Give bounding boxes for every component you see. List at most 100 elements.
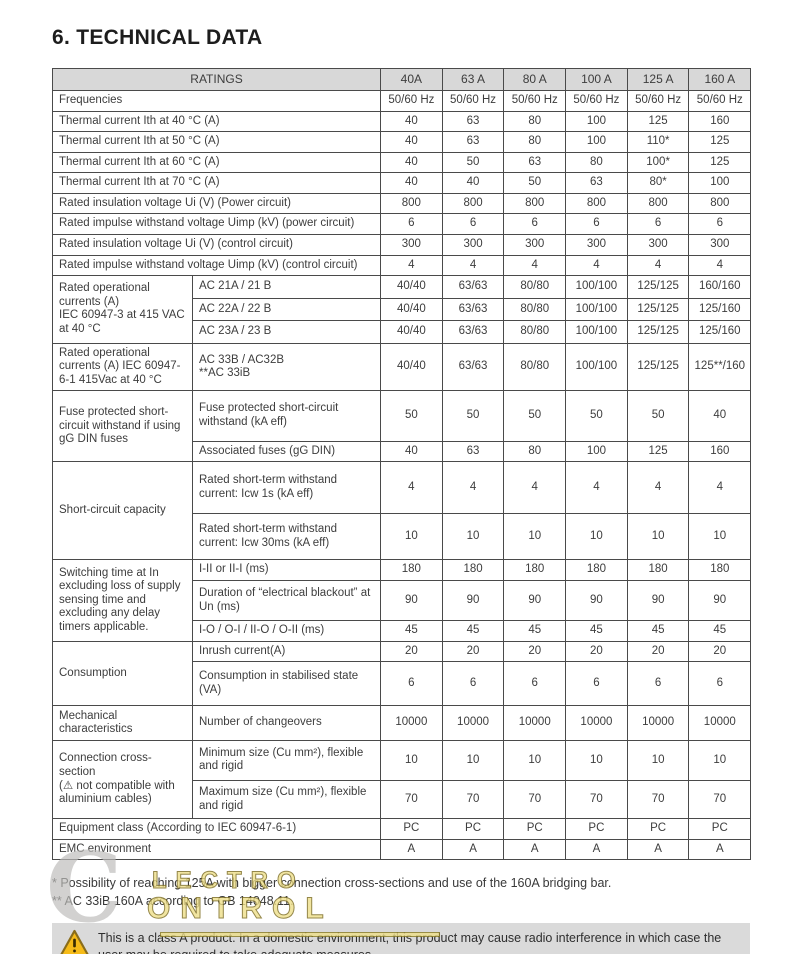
value-cell: 125/125 [626, 320, 690, 344]
table-row: Connection cross-section (⚠ not compatib… [52, 739, 752, 820]
table-row: Fuse protected short-circuit withstand i… [52, 390, 752, 463]
table-row: Thermal current Ith at 40 °C (A) 40 63 80 10… [51, 110, 752, 133]
sub-label-cell: Duration of “electrical blackout” at Un … [191, 579, 382, 622]
value-cell: 80* [626, 172, 690, 194]
value-cell: 90 [380, 579, 443, 622]
value-cell: 4 [380, 254, 443, 277]
warning-text: This is a class A product. In a domestic… [98, 930, 722, 954]
sub-label-cell: AC 23A / 23 B [191, 320, 382, 344]
value-cell: 80 [565, 151, 628, 174]
value-cell: PC [688, 818, 752, 840]
value-cell: 110* [626, 131, 690, 153]
value-cell: 10 [380, 739, 443, 782]
table-row: Thermal current Ith at 60 °C (A) 40 50 63 80… [51, 151, 752, 174]
value-cell: 10000 [441, 705, 505, 741]
value-cell: 100/100 [565, 320, 628, 344]
value-cell: PC [441, 818, 505, 840]
value-cell: 160/160 [688, 275, 752, 299]
value-cell: 45 [626, 620, 690, 642]
value-cell: 40/40 [380, 275, 443, 299]
row-label-cell: Rated insulation voltage Ui (V) (Power c… [51, 192, 382, 215]
sub-label-cell: Maximum size (Cu mm²), flexible and rigi… [191, 779, 382, 820]
value-cell: 800 [503, 192, 567, 215]
value-cell: 10000 [688, 705, 752, 741]
value-cell: 4 [688, 461, 752, 515]
table-row: Rated impulse withstand voltage Uimp (kV… [51, 254, 752, 277]
table-row: Short-circuit capacity Rated short-term w… [52, 461, 752, 561]
row-label-cell: Frequencies [51, 90, 382, 112]
table-header-row: RATINGS 40A 63 A 80 A 100 A 125 A 160 A [51, 68, 752, 91]
value-cell: 4 [441, 461, 505, 515]
sub-label-cell: Inrush current(A) [191, 640, 382, 663]
value-cell: 800 [688, 192, 752, 215]
rating-column-header: 160 A [688, 68, 752, 91]
value-cell: A [503, 838, 567, 861]
value-cell: 4 [626, 461, 690, 515]
table-row: EMC environment A A A A A A [51, 838, 752, 861]
value-cell: 4 [626, 254, 690, 277]
table-row: AC 22A / 22 B 40/40 63/63 80/80 100/100 125/1… [53, 297, 752, 322]
value-cell: 80 [503, 440, 567, 463]
value-cell: 160 [688, 440, 752, 463]
rating-column-header: 125 A [626, 68, 690, 91]
rating-column-header: 80 A [503, 68, 567, 91]
value-cell: 40 [380, 172, 443, 194]
value-cell: 180 [626, 559, 690, 581]
row-label-cell: Rated impulse withstand voltage Uimp (kV… [51, 254, 382, 277]
value-cell: 63/63 [441, 297, 505, 322]
rating-column-header: 100 A [565, 68, 628, 91]
value-cell: 50/60 Hz [380, 90, 443, 112]
table-row: Rated insulation voltage Ui (V) (control… [51, 233, 752, 256]
value-cell: A [626, 838, 690, 861]
value-cell: 6 [565, 661, 628, 707]
row-label-cell: Thermal current Ith at 40 °C (A) [51, 110, 382, 133]
value-cell: 50/60 Hz [565, 90, 628, 112]
value-cell: A [380, 838, 443, 861]
value-cell: 50 [441, 390, 505, 442]
value-cell: 40 [380, 440, 443, 463]
value-cell: 10000 [503, 705, 567, 741]
table-row: Equipment class (According to IEC 60947-… [51, 818, 752, 840]
value-cell: 180 [503, 559, 567, 581]
value-cell: PC [626, 818, 690, 840]
value-cell: 10 [380, 513, 443, 561]
sub-label-cell: Rated short-term withstand current: Icw … [191, 461, 382, 515]
value-cell: 125/160 [688, 297, 752, 322]
value-cell: 4 [565, 254, 628, 277]
value-cell: 6 [380, 213, 443, 235]
sub-label-cell: Rated short-term withstand current: Icw … [191, 513, 382, 561]
value-cell: 10 [688, 513, 752, 561]
value-cell: 90 [441, 579, 505, 622]
group-label-cell: Rated operational currents (A) IEC 60947… [52, 342, 193, 392]
value-cell: 300 [503, 233, 567, 256]
technical-data-table: RATINGS 40A 63 A 80 A 100 A 125 A 160 A Freque… [51, 68, 752, 861]
group-label-cell: Connection cross-section (⚠ not compatib… [52, 739, 193, 820]
page-title: 6. TECHNICAL DATA [52, 26, 263, 49]
value-cell: 125/125 [626, 342, 690, 392]
value-cell: 90 [503, 579, 567, 622]
group-label-cell: Rated operational currents (A) IEC 60947… [52, 275, 193, 344]
value-cell: PC [503, 818, 567, 840]
class-a-warning-box: This is a class A product. In a domestic… [52, 922, 750, 954]
table-row: Associated fuses (gG DIN) 40 63 80 100 125 160 [53, 440, 752, 463]
table-row: Maximum size (Cu mm²), flexible and rigi… [53, 779, 752, 820]
sub-label-cell: Fuse protected short-circuit withstand (… [191, 390, 382, 442]
value-cell: 6 [626, 213, 690, 235]
value-cell: 100 [565, 131, 628, 153]
value-cell: 63/63 [441, 320, 505, 344]
value-cell: 10 [503, 513, 567, 561]
value-cell: 10 [565, 739, 628, 782]
value-cell: 800 [626, 192, 690, 215]
value-cell: 70 [441, 779, 505, 820]
value-cell: 300 [380, 233, 443, 256]
value-cell: 20 [688, 640, 752, 663]
value-cell: 100/100 [565, 275, 628, 299]
value-cell: A [565, 838, 628, 861]
value-cell: 4 [380, 461, 443, 515]
group-label-cell: Switching time at In excluding loss of s… [52, 559, 193, 642]
value-cell: PC [380, 818, 443, 840]
value-cell: 10000 [565, 705, 628, 741]
value-cell: 6 [380, 661, 443, 707]
value-cell: 63 [441, 110, 505, 133]
